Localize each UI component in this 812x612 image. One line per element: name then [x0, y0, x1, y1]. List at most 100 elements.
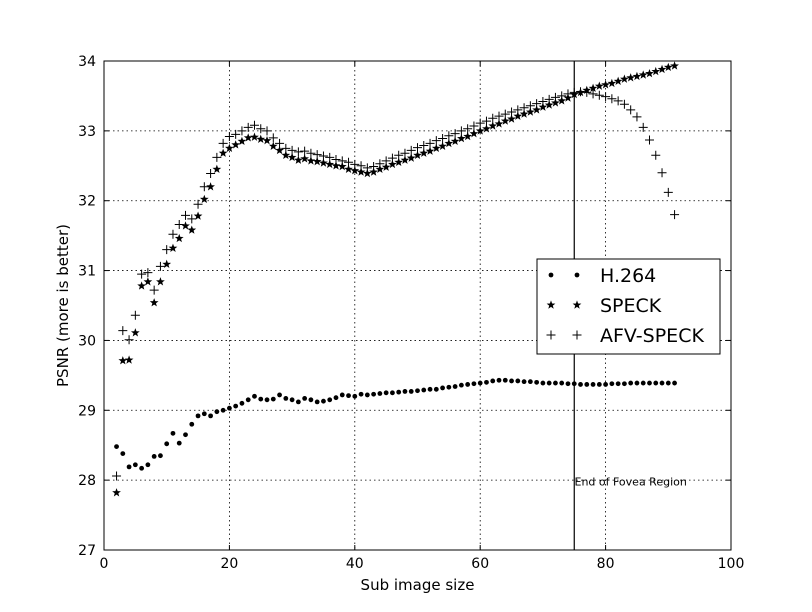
- data-point: [488, 121, 498, 130]
- data-point: [603, 382, 608, 387]
- data-point: [181, 210, 191, 220]
- data-point: [651, 150, 661, 160]
- data-point: [527, 379, 533, 385]
- data-point: [281, 143, 291, 153]
- data-point: [496, 377, 502, 383]
- data-point: [162, 245, 172, 255]
- data-point: [243, 133, 253, 142]
- data-point: [521, 379, 527, 385]
- data-point: [484, 379, 489, 385]
- data-point: [294, 155, 303, 164]
- data-point: [300, 154, 310, 163]
- data-point: [237, 136, 247, 146]
- data-point: [665, 380, 671, 386]
- x-tick-label: 20: [220, 556, 238, 572]
- x-axis-label: Sub image size: [361, 576, 475, 594]
- data-point: [490, 378, 496, 384]
- data-point: [381, 156, 391, 166]
- legend-label: AFV-SPECK: [600, 325, 704, 347]
- data-point: [653, 380, 659, 386]
- data-point: [601, 92, 611, 102]
- data-point: [356, 161, 366, 171]
- y-tick-label: 34: [78, 54, 96, 70]
- data-point: [275, 145, 284, 155]
- data-point: [199, 182, 209, 192]
- data-point: [406, 145, 416, 155]
- data-point: [657, 168, 667, 178]
- data-point: [218, 138, 228, 148]
- data-point: [494, 111, 504, 121]
- data-point: [622, 381, 627, 387]
- data-point: [170, 430, 176, 436]
- data-point: [302, 396, 308, 401]
- data-point: [446, 384, 452, 390]
- data-point: [419, 141, 429, 151]
- data-point: [201, 411, 207, 417]
- data-point: [369, 167, 378, 176]
- data-point: [287, 145, 297, 155]
- data-point: [289, 397, 295, 403]
- data-point: [227, 405, 232, 411]
- y-tick-label: 33: [78, 124, 96, 140]
- data-point: [400, 155, 410, 164]
- data-point: [375, 159, 385, 169]
- data-point: [626, 105, 636, 115]
- data-point: [440, 385, 445, 391]
- data-point: [383, 390, 389, 396]
- data-point: [477, 380, 483, 386]
- series-h-264: [114, 377, 677, 471]
- plot-frame: [103, 60, 732, 551]
- data-point: [344, 157, 354, 167]
- data-point: [507, 114, 516, 123]
- data-point: [488, 113, 498, 123]
- x-tick-label: 80: [597, 556, 615, 572]
- data-point: [425, 146, 435, 155]
- data-point: [327, 397, 333, 403]
- data-point: [270, 396, 276, 402]
- x-tick-label: 100: [718, 556, 745, 572]
- data-point: [638, 122, 648, 132]
- data-point: [137, 269, 147, 279]
- data-point: [500, 116, 510, 125]
- data-point: [438, 134, 448, 144]
- data-point: [413, 150, 422, 160]
- data-point: [402, 389, 408, 394]
- data-point: [659, 380, 665, 386]
- data-point: [371, 391, 377, 397]
- data-point: [293, 147, 303, 157]
- axis-ticks: 0 20 40 60 80 100 27 28 29 30 31 32 33 34: [78, 54, 744, 572]
- data-point: [640, 380, 646, 386]
- data-point: [444, 131, 454, 141]
- data-point: [546, 380, 552, 386]
- legend-marker: [546, 300, 556, 309]
- data-point: [607, 94, 617, 104]
- data-point: [346, 393, 351, 399]
- data-point: [321, 398, 326, 404]
- data-point: [275, 138, 285, 148]
- data-point: [626, 73, 636, 82]
- data-point: [594, 90, 604, 100]
- x-tick-label: 40: [346, 556, 364, 572]
- data-point: [532, 99, 542, 109]
- data-point: [540, 380, 546, 386]
- fovea-annotation: End of Fovea Region: [575, 476, 687, 489]
- data-point: [471, 381, 477, 387]
- data-point: [563, 89, 573, 99]
- data-point: [168, 229, 178, 239]
- data-point: [647, 380, 652, 386]
- data-point: [206, 168, 216, 178]
- data-point: [482, 124, 491, 133]
- data-point: [390, 390, 395, 396]
- data-point: [433, 386, 439, 392]
- data-point: [314, 399, 320, 405]
- data-point: [124, 355, 134, 364]
- data-point: [231, 140, 241, 149]
- data-point: [333, 395, 339, 401]
- data-point: [444, 138, 454, 148]
- y-tick-label: 31: [78, 264, 96, 280]
- data-point: [538, 97, 548, 107]
- y-tick-label: 29: [78, 403, 96, 419]
- data-point: [419, 148, 429, 157]
- data-point: [494, 119, 504, 128]
- data-point: [337, 161, 347, 171]
